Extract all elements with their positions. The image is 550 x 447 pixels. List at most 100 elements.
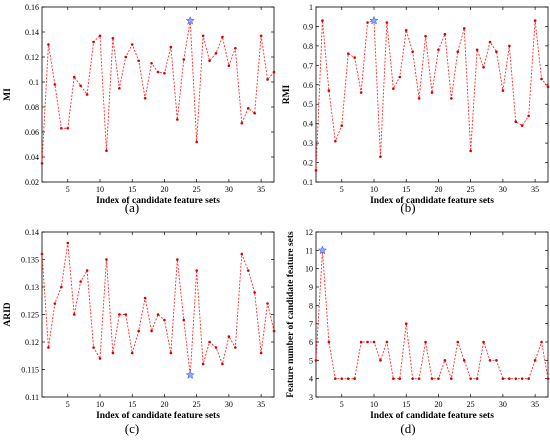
y-tick-label: 0.3 bbox=[303, 139, 313, 148]
y-tick-label: 0.7 bbox=[303, 61, 313, 70]
y-tick-label: 6 bbox=[309, 338, 313, 347]
data-point bbox=[85, 269, 89, 272]
x-axis-label: Index of candidate feature sets bbox=[370, 196, 494, 206]
data-point bbox=[92, 40, 95, 44]
data-point bbox=[176, 118, 179, 121]
data-point bbox=[79, 84, 82, 88]
data-point bbox=[508, 377, 511, 380]
x-tick-label: 35 bbox=[531, 400, 539, 409]
data-point bbox=[334, 139, 337, 143]
x-tick-label: 20 bbox=[160, 400, 168, 409]
data-point bbox=[495, 50, 498, 54]
data-point bbox=[514, 377, 518, 380]
x-tick-label: 25 bbox=[467, 400, 475, 409]
panel-caption: (d) bbox=[400, 421, 415, 436]
y-tick-label: 0.13 bbox=[25, 283, 39, 292]
x-tick-label: 35 bbox=[257, 185, 265, 194]
data-point bbox=[79, 280, 82, 283]
data-point bbox=[353, 377, 356, 380]
data-point bbox=[72, 75, 76, 79]
x-tick-label: 10 bbox=[370, 400, 378, 409]
chart-panel-2: 5 10 15 20 25 30 35 0.1 0.2 0.3 0.4 0.5 0.6 0.7 0.8 0.9… bbox=[282, 3, 550, 215]
data-point bbox=[533, 19, 537, 22]
data-point bbox=[482, 340, 485, 344]
data-point bbox=[253, 111, 256, 115]
x-tick-label: 10 bbox=[96, 400, 104, 409]
x-tick-label: 25 bbox=[467, 185, 475, 194]
data-point bbox=[111, 351, 115, 355]
panel-caption: (b) bbox=[400, 200, 415, 215]
data-point bbox=[227, 335, 231, 338]
data-point bbox=[327, 89, 331, 92]
data-point bbox=[475, 377, 479, 380]
data-point bbox=[124, 55, 128, 59]
data-point bbox=[340, 377, 344, 380]
data-point bbox=[327, 340, 331, 344]
series-line bbox=[315, 250, 549, 381]
y-tick-label: 0.06 bbox=[25, 128, 39, 137]
x-tick-label: 5 bbox=[66, 400, 70, 409]
data-point bbox=[533, 359, 537, 362]
data-point bbox=[137, 329, 140, 333]
data-point bbox=[321, 19, 324, 22]
y-tick-label: 0.115 bbox=[21, 366, 39, 375]
data-point bbox=[334, 377, 337, 380]
data-point bbox=[469, 149, 472, 153]
x-tick-label: 5 bbox=[340, 185, 344, 194]
data-point bbox=[346, 377, 350, 380]
data-point bbox=[366, 340, 369, 344]
data-point bbox=[495, 359, 498, 362]
y-tick-label: 0.14 bbox=[25, 228, 39, 237]
series-line bbox=[41, 242, 275, 376]
y-tick-label: 0.4 bbox=[303, 120, 313, 129]
y-tick-label: 0.11 bbox=[25, 393, 39, 402]
data-point bbox=[456, 50, 460, 54]
data-point bbox=[92, 346, 95, 349]
data-point bbox=[47, 43, 50, 46]
data-point bbox=[359, 340, 363, 344]
data-point bbox=[40, 252, 44, 256]
data-point bbox=[366, 21, 369, 24]
x-tick-label: 5 bbox=[340, 400, 344, 409]
plot-frame bbox=[41, 6, 275, 183]
data-point bbox=[163, 318, 166, 322]
y-tick-label: 3 bbox=[309, 393, 313, 402]
data-point bbox=[47, 346, 50, 349]
data-point bbox=[437, 377, 440, 380]
data-point bbox=[346, 52, 350, 55]
y-tick-label: 0.1 bbox=[303, 178, 313, 187]
data-point bbox=[340, 124, 344, 127]
data-point bbox=[150, 61, 153, 65]
y-tick-label: 0.6 bbox=[303, 81, 313, 90]
y-tick-label: 9 bbox=[309, 283, 313, 292]
y-tick-label: 10 bbox=[305, 265, 313, 274]
data-point bbox=[527, 377, 530, 380]
data-point bbox=[392, 87, 395, 90]
x-axis-label: Index of candidate feature sets bbox=[370, 411, 494, 421]
chart-panel-3: 5 10 15 20 25 30 35 0.11 0.115 0.12 0.125 0.13 0.135… bbox=[3, 228, 276, 436]
y-tick-label: 0.12 bbox=[25, 53, 39, 62]
data-point bbox=[379, 359, 382, 362]
data-point bbox=[182, 318, 186, 322]
y-tick-label: 0.02 bbox=[25, 178, 39, 187]
y-axis-label: ARID bbox=[3, 302, 13, 326]
x-tick-label: 20 bbox=[160, 185, 168, 194]
data-point bbox=[156, 313, 160, 316]
data-point bbox=[272, 70, 276, 74]
y-tick-label: 0.04 bbox=[25, 153, 39, 162]
y-tick-label: 0.1 bbox=[29, 78, 39, 87]
data-point bbox=[527, 114, 530, 118]
data-point bbox=[111, 36, 115, 40]
data-point bbox=[246, 106, 250, 110]
data-point bbox=[143, 296, 147, 300]
data-point bbox=[143, 96, 147, 100]
data-point bbox=[240, 121, 244, 125]
highlight-star-marker bbox=[369, 15, 379, 25]
x-tick-label: 10 bbox=[96, 185, 104, 194]
y-tick-label: 0.08 bbox=[25, 103, 39, 112]
data-point bbox=[105, 258, 108, 261]
data-point bbox=[195, 269, 198, 272]
x-tick-label: 15 bbox=[402, 400, 410, 409]
data-point bbox=[163, 71, 166, 75]
y-tick-label: 7 bbox=[309, 320, 313, 329]
